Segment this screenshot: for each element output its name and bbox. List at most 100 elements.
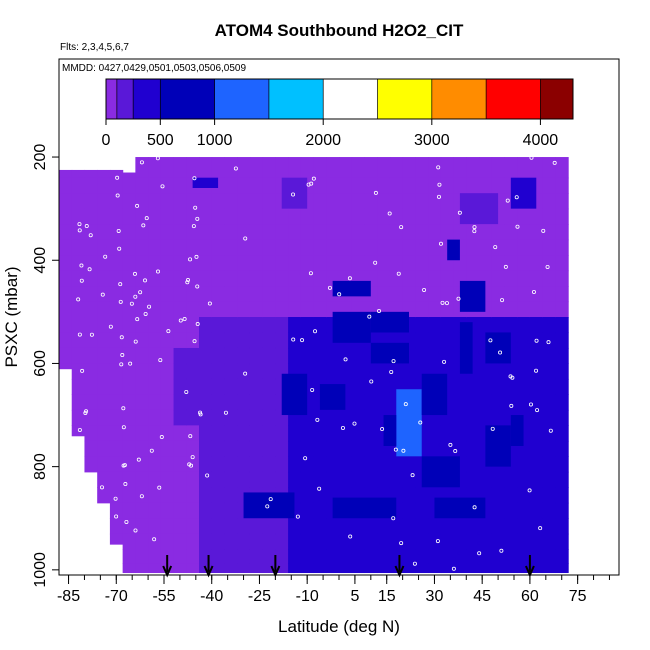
- x-tick-label: -10: [296, 588, 319, 605]
- heatmap-cell: [249, 409, 264, 426]
- heatmap-cell: [288, 471, 302, 488]
- sample-point: [538, 526, 543, 531]
- heatmap-cell: [237, 157, 251, 179]
- heatmap-cell: [529, 286, 544, 303]
- heatmap-cell: [555, 487, 569, 504]
- sample-point: [87, 267, 92, 272]
- heatmap-cell: [173, 471, 187, 488]
- heatmap-cell: [529, 502, 544, 519]
- heatmap-cell: [109, 363, 124, 380]
- sample-point: [124, 519, 129, 524]
- heatmap-cell: [428, 255, 442, 272]
- heatmap-cell: [529, 518, 544, 535]
- heatmap-cell: [224, 563, 238, 574]
- heatmap-cell: [300, 208, 315, 225]
- heatmap-cell: [199, 239, 213, 256]
- heatmap-cell: [402, 456, 416, 473]
- heatmap-cell: [415, 563, 429, 574]
- heatmap-cell: [364, 471, 378, 488]
- heatmap-cell: [415, 239, 429, 256]
- heatmap-cell: [491, 409, 506, 426]
- heatmap-cell: [122, 409, 136, 426]
- heatmap-cell: [135, 157, 149, 179]
- heatmap-cell: [479, 518, 493, 535]
- heatmap-cell: [479, 378, 493, 395]
- heatmap-cell: [364, 549, 378, 564]
- sample-point: [340, 425, 345, 430]
- heatmap-cell: [199, 440, 213, 457]
- heatmap-cell: [466, 378, 480, 395]
- heatmap-cell: [135, 487, 149, 504]
- heatmap-cell: [326, 363, 340, 380]
- sample-point: [440, 300, 445, 305]
- colorbar-band: [377, 79, 433, 119]
- heatmap-cell: [249, 270, 264, 287]
- heatmap-cell: [262, 177, 276, 194]
- heatmap-cell: [326, 239, 340, 256]
- heatmap-cell: [71, 270, 86, 287]
- sample-point: [139, 494, 144, 499]
- heatmap-cell: [173, 255, 187, 272]
- heatmap-cell: [109, 301, 124, 318]
- heatmap-cell: [148, 456, 162, 473]
- sample-point: [115, 193, 120, 198]
- sample-point: [141, 223, 146, 228]
- heatmap-cell: [402, 224, 416, 241]
- heatmap-cell: [173, 440, 187, 457]
- heatmap-cell: [339, 533, 353, 550]
- heatmap-cell: [415, 549, 429, 564]
- heatmap-cell: [122, 502, 136, 519]
- heatmap-cell: [313, 425, 327, 442]
- heatmap-cell: [275, 286, 289, 303]
- heatmap-cell: [326, 518, 340, 535]
- sample-point: [118, 282, 123, 287]
- heatmap-cell: [402, 208, 416, 225]
- heatmap-cell: [84, 270, 98, 287]
- heatmap-hot-patch: [383, 415, 397, 446]
- heatmap-cell: [529, 440, 544, 457]
- heatmap-cell: [313, 363, 327, 380]
- heatmap-cell: [364, 177, 378, 194]
- sample-point: [77, 427, 82, 432]
- sample-point: [510, 375, 515, 380]
- heatmap-cell: [186, 502, 200, 519]
- heatmap-dark-patch: [459, 193, 499, 225]
- heatmap-cell: [59, 347, 73, 365]
- sample-point: [77, 228, 82, 233]
- chart-title: ATOM4 Southbound H2O2_CIT: [215, 21, 464, 40]
- heatmap-cell: [389, 157, 404, 179]
- heatmap-cell: [249, 471, 264, 488]
- heatmap-cell: [84, 286, 98, 303]
- sample-point: [188, 434, 193, 439]
- heatmap-cell: [160, 177, 175, 194]
- heatmap-cell: [262, 270, 276, 287]
- heatmap-cell: [351, 177, 366, 194]
- heatmap-cell: [237, 378, 251, 395]
- sample-point: [529, 155, 534, 160]
- heatmap-cell: [555, 332, 569, 349]
- heatmap-cell: [135, 332, 149, 349]
- heatmap-cell: [224, 224, 238, 241]
- heatmap-cell: [415, 502, 429, 519]
- heatmap-cell: [351, 193, 366, 210]
- heatmap-cell: [275, 332, 289, 349]
- heatmap-cell: [466, 394, 480, 411]
- heatmap-cell: [173, 394, 187, 411]
- heatmap-cell: [224, 487, 238, 504]
- colorbar-band: [133, 79, 161, 119]
- sample-point: [436, 165, 441, 170]
- heatmap-cell: [377, 224, 391, 241]
- sample-point: [399, 541, 404, 546]
- heatmap-cell: [377, 394, 391, 411]
- heatmap-cell: [135, 518, 149, 535]
- heatmap-cell: [300, 549, 315, 564]
- sample-point: [138, 290, 143, 295]
- heatmap-cell: [148, 394, 162, 411]
- heatmap-cell: [160, 502, 175, 519]
- heatmap-cell: [199, 270, 213, 287]
- heatmap-cell: [275, 317, 289, 334]
- heatmap-cell: [224, 332, 238, 349]
- x-tick-label: -40: [200, 588, 223, 605]
- heatmap-cell: [224, 502, 238, 519]
- heatmap-cell: [529, 332, 544, 349]
